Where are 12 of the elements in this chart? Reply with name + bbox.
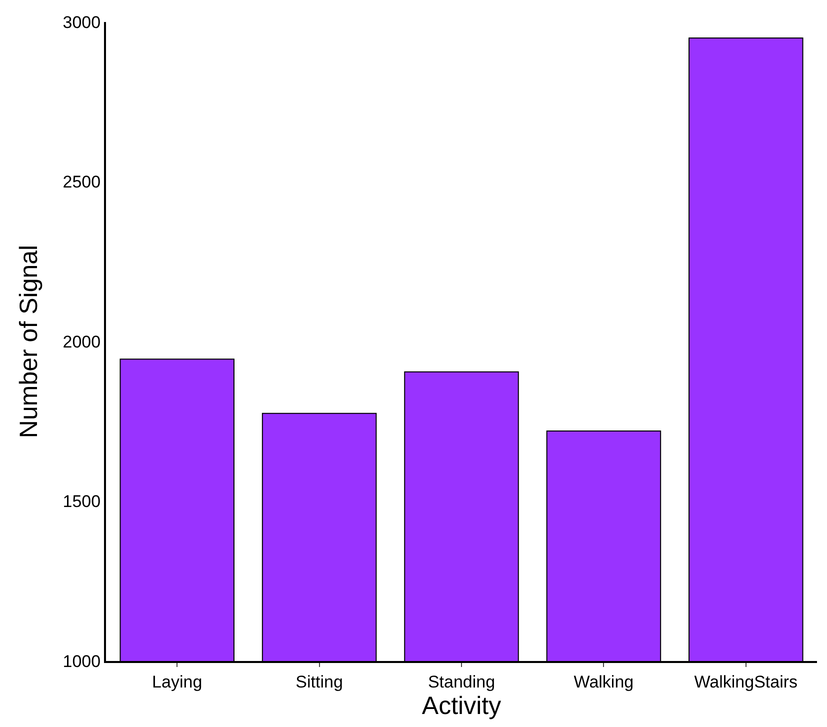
y-tick-label: 2500 <box>62 172 101 192</box>
x-tick-label: WalkingStairs <box>694 672 798 692</box>
y-tick-label: 3000 <box>62 12 101 32</box>
x-tick-label: Laying <box>152 672 202 692</box>
y-axis-title: Number of Signal <box>15 244 44 438</box>
x-tick-label: Standing <box>428 672 496 692</box>
x-axis-title: Activity <box>422 692 502 720</box>
y-tick-label: 1000 <box>62 652 101 671</box>
y-tick-label: 2000 <box>62 332 101 352</box>
y-tick-label: 1500 <box>62 492 101 512</box>
x-tick-label: Walking <box>574 672 634 692</box>
x-tick-label: Sitting <box>296 672 343 692</box>
